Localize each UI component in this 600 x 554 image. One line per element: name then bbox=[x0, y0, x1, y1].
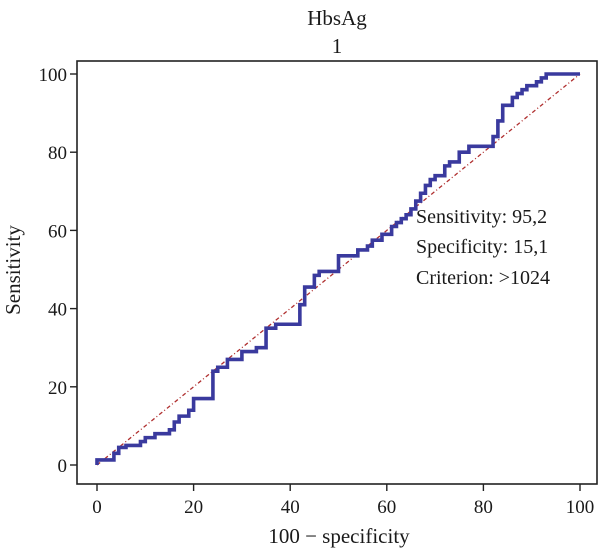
annotation-sensitivity: Sensitivity: 95,2 bbox=[416, 206, 547, 228]
chart-title: HbsAg bbox=[307, 6, 367, 30]
y-tick-label-40: 40 bbox=[48, 300, 67, 321]
y-tick-label-100: 100 bbox=[39, 65, 68, 86]
x-tick-label-20: 20 bbox=[184, 497, 203, 518]
plot-area: 0 20 40 60 80 100 0 20 40 60 80 100 bbox=[39, 60, 598, 518]
y-tick-label-60: 60 bbox=[48, 221, 67, 242]
y-axis-title: Sensitivity bbox=[1, 225, 25, 315]
annotation-criterion: Criterion: >1024 bbox=[416, 267, 550, 289]
criterion-annotation: Sensitivity: 95,2 Specificity: 15,1 Crit… bbox=[416, 206, 550, 289]
y-tick-label-0: 0 bbox=[58, 456, 68, 477]
plot-frame bbox=[76, 60, 598, 485]
chart-subtitle: 1 bbox=[332, 34, 343, 58]
y-tick-label-20: 20 bbox=[48, 378, 67, 399]
x-tick-label-0: 0 bbox=[92, 497, 102, 518]
x-tick-label-60: 60 bbox=[377, 497, 396, 518]
x-tick-label-40: 40 bbox=[281, 497, 300, 518]
roc-curve-line bbox=[95, 72, 580, 465]
x-tick-label-80: 80 bbox=[474, 497, 493, 518]
y-tick-label-80: 80 bbox=[48, 143, 67, 164]
annotation-specificity: Specificity: 15,1 bbox=[416, 236, 548, 258]
x-tick-label-100: 100 bbox=[566, 497, 595, 518]
x-axis-title: 100 − specificity bbox=[268, 524, 410, 548]
